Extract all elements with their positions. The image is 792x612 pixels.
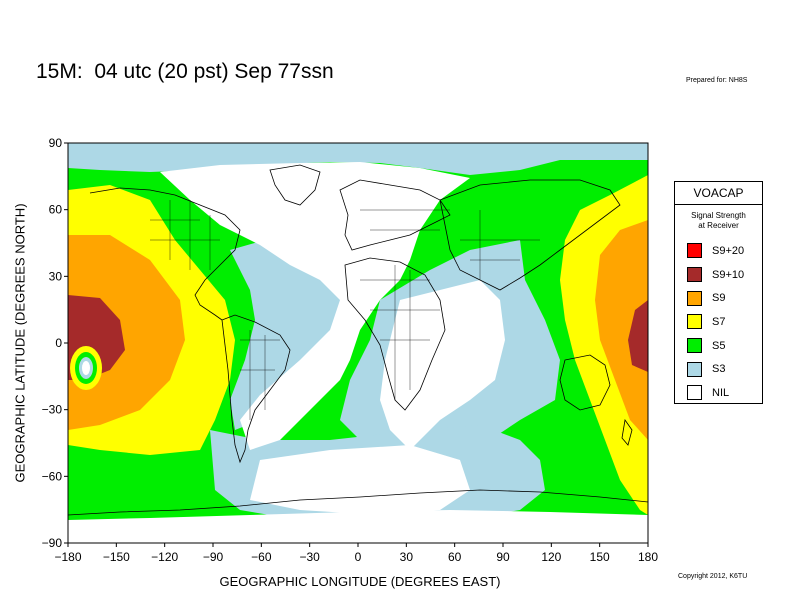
lon-tick-label: −150 bbox=[103, 550, 130, 564]
lon-tick-label: 30 bbox=[400, 550, 414, 564]
zone-nil-south bbox=[250, 445, 470, 515]
coast-south-america bbox=[221, 314, 291, 464]
country-borders bbox=[150, 200, 540, 420]
legend-item-label: S5 bbox=[712, 339, 726, 352]
coast-antarctica bbox=[68, 489, 648, 516]
coast-greenland bbox=[269, 164, 321, 206]
coast-africa bbox=[344, 257, 446, 411]
zone-nil-antarctic bbox=[68, 510, 648, 543]
lon-tick-label: 120 bbox=[541, 550, 561, 564]
legend-item-nil: NIL bbox=[687, 381, 744, 405]
borders-africa bbox=[360, 265, 440, 400]
borders-eurasia bbox=[360, 209, 540, 280]
legend-swatch bbox=[687, 361, 702, 377]
coast-north-america bbox=[89, 187, 241, 321]
legend-item-s3: S3 bbox=[687, 357, 744, 381]
lat-tick-label: 30 bbox=[49, 269, 63, 283]
legend-item-label: S9+20 bbox=[712, 244, 745, 257]
lat-tick-label: 0 bbox=[55, 336, 62, 350]
legend-swatch bbox=[687, 338, 702, 354]
lon-tick-label: 180 bbox=[638, 550, 658, 564]
zone-s9plus10-east bbox=[628, 300, 648, 372]
zone-s9-east bbox=[595, 220, 648, 440]
legend-items: S9+20 S9+10 S9 S7 S5 S3 NIL bbox=[687, 239, 744, 405]
legend-swatch bbox=[687, 314, 702, 330]
zone-nil-ring bbox=[82, 361, 90, 375]
coverage-layers bbox=[68, 143, 648, 543]
legend-item-s5: S5 bbox=[687, 334, 744, 358]
legend-item-label: S7 bbox=[712, 315, 726, 328]
zone-s3-atlantic bbox=[230, 240, 350, 430]
lon-tick-label: −120 bbox=[151, 550, 178, 564]
coastlines bbox=[68, 164, 648, 516]
axis-ticks: −180 −150 −120 −90 −60 −30 0 30 60 90 120 150 180 90 6… bbox=[42, 136, 659, 564]
legend-item-s9plus20: S9+20 bbox=[687, 239, 744, 263]
legend-subtitle-line1: Signal Strength bbox=[691, 211, 746, 220]
lat-tick-label: −60 bbox=[42, 469, 63, 483]
legend-swatch bbox=[687, 290, 702, 306]
legend-swatch bbox=[687, 267, 702, 283]
zone-nil-eurasia bbox=[160, 162, 470, 450]
lon-tick-label: −90 bbox=[203, 550, 224, 564]
legend-item-label: S3 bbox=[712, 363, 726, 376]
lon-tick-label: 60 bbox=[448, 550, 462, 564]
legend-item-label: S9 bbox=[712, 292, 726, 305]
lon-tick-label: −60 bbox=[251, 550, 272, 564]
zone-nil-africa-ocean bbox=[380, 280, 505, 450]
lon-tick-label: 150 bbox=[590, 550, 610, 564]
copyright-note: Copyright 2012, K6TU bbox=[678, 573, 748, 580]
legend-item-s7: S7 bbox=[687, 310, 744, 334]
legend-subtitle-line2: at Receiver bbox=[698, 221, 739, 230]
prepared-for-note: Prepared for: NH8S bbox=[686, 77, 748, 84]
coast-new-zealand bbox=[621, 418, 633, 446]
map-title: 15M: 04 utc (20 pst) Sep 77ssn bbox=[36, 60, 334, 83]
legend-item-s9plus10: S9+10 bbox=[687, 263, 744, 287]
coast-australia bbox=[559, 354, 611, 411]
legend-subtitle: Signal Strength at Receiver bbox=[675, 211, 762, 231]
lat-tick-label: −90 bbox=[42, 536, 63, 550]
legend-title: VOACAP bbox=[675, 182, 762, 205]
lat-tick-label: 90 bbox=[49, 136, 63, 150]
lat-tick-label: 60 bbox=[49, 203, 63, 217]
lon-tick-label: −30 bbox=[299, 550, 320, 564]
lon-tick-label: 0 bbox=[355, 550, 362, 564]
legend-item-label: S9+10 bbox=[712, 268, 745, 281]
legend: VOACAP Signal Strength at Receiver S9+20… bbox=[674, 181, 763, 404]
legend-item-label: NIL bbox=[712, 386, 730, 399]
legend-item-s9: S9 bbox=[687, 286, 744, 310]
legend-swatch bbox=[687, 243, 702, 259]
legend-swatch bbox=[687, 385, 702, 401]
lon-tick-label: 90 bbox=[496, 550, 510, 564]
borders-na bbox=[150, 200, 220, 270]
borders-sa bbox=[240, 330, 280, 420]
coast-asia bbox=[439, 179, 621, 291]
x-axis-label: GEOGRAPHIC LONGITUDE (DEGREES EAST) bbox=[219, 574, 501, 589]
lon-tick-label: −180 bbox=[54, 550, 81, 564]
lat-tick-label: −30 bbox=[42, 403, 63, 417]
